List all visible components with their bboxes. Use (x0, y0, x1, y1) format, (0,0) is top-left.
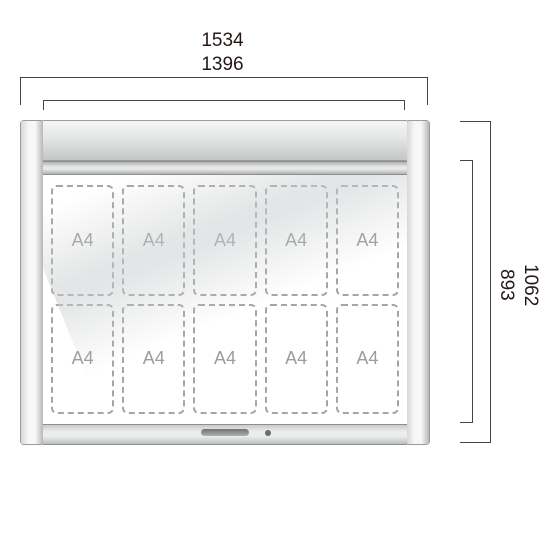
dim-label-top-outer: 1534 (0, 30, 445, 52)
dim-tick (460, 442, 491, 443)
a4-slot: A4 (122, 185, 185, 296)
dim-tick (460, 121, 491, 122)
dim-tick (43, 100, 44, 110)
a4-slot: A4 (122, 304, 185, 415)
a4-slot: A4 (51, 185, 114, 296)
display-cabinet: A4 A4 A4 A4 A4 A4 A4 A4 A4 A4 (20, 120, 430, 445)
a4-slot: A4 (193, 185, 256, 296)
lock-icon (265, 430, 271, 436)
cabinet-leg-right (406, 120, 430, 445)
cabinet-display-area: A4 A4 A4 A4 A4 A4 A4 A4 A4 A4 (43, 175, 407, 425)
dim-line-top-outer (20, 77, 428, 78)
dim-tick (427, 77, 428, 105)
dim-tick (460, 160, 473, 161)
dim-tick (460, 422, 473, 423)
dim-line-right-inner (472, 160, 473, 423)
cabinet-header-bar (43, 161, 407, 175)
diagram-stage: 1534 1396 893 1062 A4 A4 A4 A4 A4 A4 A4 … (0, 0, 550, 550)
dim-label-right-outer: 1062 (519, 120, 541, 450)
dim-label-right-inner: 893 (495, 120, 517, 450)
a4-slot: A4 (265, 185, 328, 296)
dim-tick (20, 77, 21, 105)
dim-line-right-outer (490, 121, 491, 443)
cabinet-leg-left (20, 120, 44, 445)
a4-slot-grid: A4 A4 A4 A4 A4 A4 A4 A4 A4 A4 (51, 185, 399, 414)
a4-slot: A4 (51, 304, 114, 415)
a4-slot: A4 (336, 304, 399, 415)
cabinet-bottom-bar (43, 424, 407, 445)
dim-label-top-inner: 1396 (0, 54, 445, 76)
dim-tick (404, 100, 405, 110)
a4-slot: A4 (336, 185, 399, 296)
a4-slot: A4 (265, 304, 328, 415)
dim-line-top-inner (43, 100, 405, 101)
handle-icon (201, 429, 249, 436)
cabinet-top-cap (43, 120, 407, 161)
a4-slot: A4 (193, 304, 256, 415)
